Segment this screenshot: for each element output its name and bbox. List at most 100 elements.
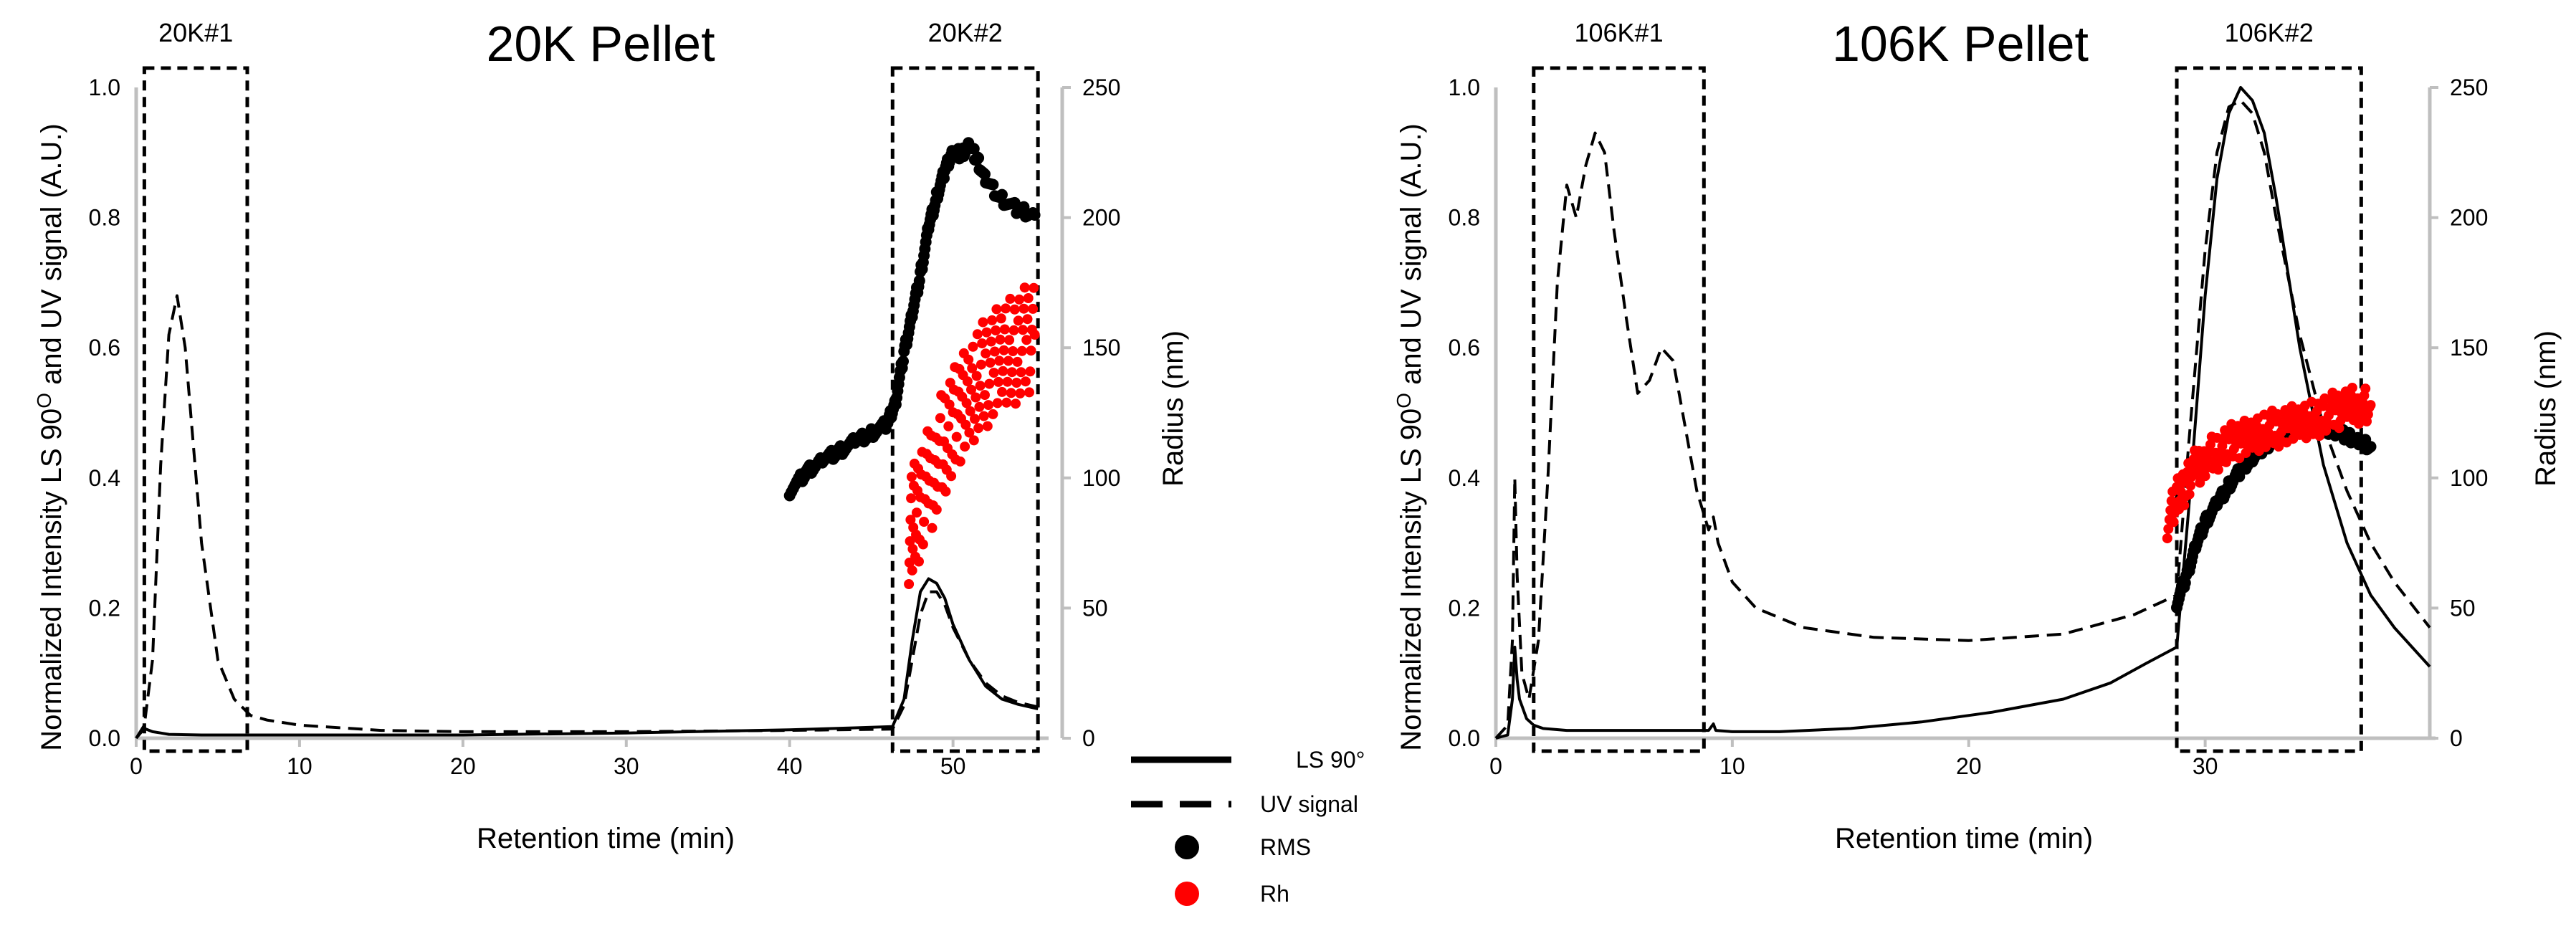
rh-point (997, 386, 1007, 397)
region-box (2175, 66, 2363, 753)
rh-point (1025, 366, 1036, 377)
legend-label-uv: UV signal (1260, 791, 1358, 817)
rh-point (1022, 314, 1033, 325)
rh-point (914, 556, 924, 567)
y-axis-label-superscript: O (33, 393, 55, 409)
ls90-line (1495, 86, 2431, 740)
rh-point (2220, 457, 2231, 467)
rh-point (927, 522, 938, 533)
rh-point (1002, 376, 1013, 387)
chart-title: 106K Pellet (1832, 16, 2089, 72)
rh-point (1008, 325, 1019, 335)
rh-point (992, 398, 1003, 409)
legend-label-rms: RMS (1260, 834, 1311, 860)
y-axis-label-main: Normalized Intensity LS 90 (36, 409, 67, 751)
rh-point (975, 381, 986, 391)
rh-point (962, 376, 973, 387)
rms-point (913, 275, 925, 287)
rh-point (940, 486, 951, 497)
rh-point (2365, 400, 2376, 411)
legend-label-ls90: LS 90° (1296, 747, 1365, 773)
rh-point (985, 358, 996, 368)
y-tick-label: 0.0 (1449, 725, 1480, 751)
rh-point (972, 329, 983, 340)
rh-point (944, 399, 955, 410)
y-tick-label: 0.0 (89, 725, 120, 751)
rh-point (987, 315, 998, 325)
rh-point (1024, 387, 1034, 398)
rh-point (1004, 335, 1015, 345)
rh-point (1016, 367, 1026, 378)
rh-point (991, 325, 1001, 335)
x-tick-label: 40 (777, 753, 803, 779)
rh-point (1005, 293, 1016, 304)
y2-tick-label: 0 (2450, 725, 2463, 751)
x-tick-label: 50 (940, 753, 966, 779)
region-box (890, 66, 1040, 753)
y2-axis-label: Radius (nm) (2530, 330, 2562, 487)
rh-point (975, 359, 986, 370)
rh-point (907, 565, 917, 576)
rh-point (983, 400, 993, 411)
rh-point (946, 471, 957, 482)
rh-point (998, 366, 1008, 376)
rh-point (994, 355, 1005, 366)
rh-point (905, 515, 916, 525)
rh-point (1029, 330, 1040, 340)
rh-point (977, 338, 988, 349)
rh-point (1019, 282, 1030, 293)
rh-point (961, 398, 972, 409)
rms-point (1029, 209, 1041, 221)
rh-point (989, 346, 1000, 357)
rh-point (965, 406, 975, 416)
y2-axis-label: Radius (nm) (1158, 330, 1189, 487)
rms-point (979, 168, 991, 180)
rh-point (1018, 325, 1029, 335)
legend-label-rh: Rh (1260, 881, 1289, 907)
rh-point (1009, 304, 1020, 315)
rh-point (988, 409, 998, 419)
rh-point (2185, 480, 2196, 491)
y2-tick-label: 200 (1082, 205, 1120, 231)
rh-point (2321, 425, 2332, 436)
x-tick-label: 10 (1719, 753, 1745, 779)
rh-point (1011, 398, 1021, 409)
rh-point (998, 345, 1009, 355)
rh-point (981, 348, 991, 359)
y-tick-label: 0.8 (1449, 205, 1480, 231)
y2-tick-label: 250 (1082, 75, 1120, 100)
y2-tick-label: 100 (1082, 465, 1120, 491)
y-tick-label: 0.4 (89, 465, 120, 491)
y2-tick-label: 150 (1082, 335, 1120, 361)
rh-point (981, 327, 992, 338)
rh-point (2179, 500, 2190, 511)
x-axis-label: Retention time (min) (477, 823, 735, 854)
x-tick-label: 0 (1489, 753, 1502, 779)
y-axis-label-end: and UV signal (A.U.) (36, 123, 67, 393)
rh-point (943, 421, 954, 431)
rh-point (1029, 282, 1039, 293)
rh-point (991, 304, 1002, 315)
rh-point (1001, 303, 1011, 314)
x-tick-label: 10 (287, 753, 313, 779)
ls90-line (135, 577, 1039, 740)
rh-point (917, 539, 928, 550)
uv-signal-line (135, 294, 1039, 740)
rh-point (919, 517, 930, 527)
y-tick-label: 1.0 (89, 75, 120, 100)
legend: LS 90° UV signal RMS Rh (1131, 747, 1365, 907)
rh-point (1011, 378, 1022, 388)
rh-point (1015, 388, 1026, 398)
region-box-label: 106K#1 (1574, 18, 1663, 47)
rh-point (993, 376, 1003, 387)
rh-point (931, 505, 942, 515)
rms-point (2365, 441, 2377, 453)
rh-point (906, 493, 917, 504)
y2-tick-label: 100 (2450, 465, 2488, 491)
y-axis-label-main: Normalized Intensity LS 90 (1396, 409, 1427, 751)
rh-point (905, 536, 915, 547)
rh-point (970, 414, 980, 424)
rh-point (2168, 517, 2179, 528)
rh-point (951, 431, 962, 442)
chart-title: 20K Pellet (486, 16, 715, 72)
